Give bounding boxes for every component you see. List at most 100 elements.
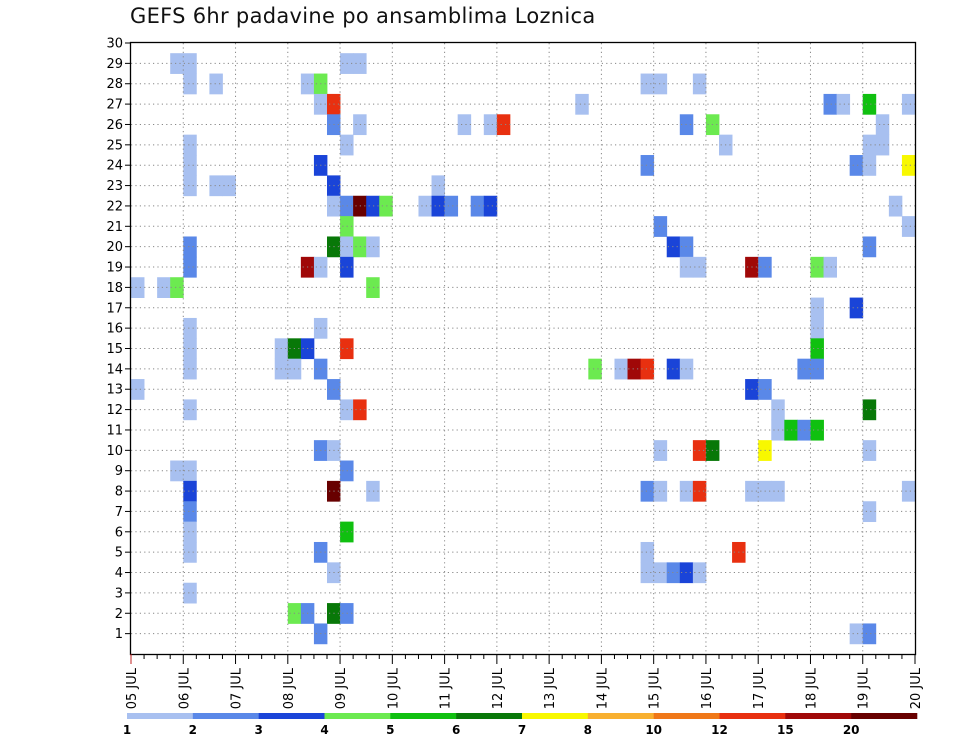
colorbar-label: 12 [711, 723, 728, 737]
precip-cell [157, 277, 171, 298]
x-tick-label: 20 JUL [909, 667, 924, 709]
precip-cell [901, 480, 916, 502]
y-tick-label: 14 [106, 362, 123, 377]
precip-cell [810, 338, 824, 360]
y-tick-label: 19 [106, 261, 123, 276]
precip-cell [379, 195, 393, 217]
colorbar-swatch [719, 713, 786, 719]
y-tick-label: 13 [106, 383, 123, 398]
y-tick-label: 25 [106, 138, 123, 153]
precip-cell [823, 256, 837, 278]
precip-cell [183, 338, 197, 360]
precip-cell [483, 114, 498, 136]
precip-cell [640, 155, 655, 176]
y-tick-label: 9 [115, 464, 123, 479]
y-tick-label: 11 [106, 423, 123, 438]
x-tick-label: 19 JUL [857, 667, 872, 709]
precip-cell [862, 501, 877, 523]
precip-cell [431, 195, 445, 217]
precip-cell [666, 562, 681, 584]
precip-cell [170, 53, 184, 74]
x-tick-label: 08 JUL [282, 667, 297, 709]
precip-cell [183, 582, 197, 604]
colorbar-label: 10 [645, 723, 662, 737]
precip-cell [222, 175, 236, 197]
x-tick-label: 09 JUL [334, 667, 349, 709]
x-tick-label: 06 JUL [177, 667, 192, 709]
y-tick-label: 20 [106, 240, 123, 255]
precip-cell [653, 216, 668, 237]
precip-cell [588, 358, 602, 380]
y-tick-label: 8 [115, 485, 123, 500]
precip-cell [640, 73, 655, 95]
precip-cell [849, 623, 864, 645]
precip-cell [183, 480, 197, 502]
precip-cell [170, 460, 184, 482]
colorbar-swatch [653, 713, 720, 719]
precip-cell [366, 236, 380, 258]
y-tick-label: 22 [106, 199, 123, 214]
precip-cell [901, 216, 916, 237]
precip-cell [366, 195, 380, 217]
colorbar-label: 4 [320, 723, 328, 737]
precip-cell [183, 501, 197, 523]
grid-layer [131, 43, 915, 654]
precip-cell [797, 419, 811, 441]
precip-cell [666, 236, 681, 258]
x-tick-label: 15 JUL [648, 667, 663, 709]
x-tick-label: 14 JUL [595, 667, 610, 709]
precip-cell [183, 256, 197, 278]
precip-cell [823, 93, 837, 115]
colorbar-swatch [192, 713, 259, 719]
y-tick-label: 1 [115, 627, 123, 642]
precip-cell [170, 277, 184, 298]
colorbar-label: 1 [123, 723, 131, 737]
precip-cell [849, 155, 864, 176]
colorbar-swatch [785, 713, 852, 719]
precip-cell [862, 93, 877, 115]
precip-cell [183, 460, 197, 482]
precip-cell [209, 175, 223, 197]
precip-cell [183, 521, 197, 543]
y-tick-label: 17 [106, 301, 123, 316]
precip-cell [862, 440, 877, 461]
precip-cell [483, 195, 498, 217]
colorbar-label: 5 [386, 723, 394, 737]
colorbar-label: 6 [452, 723, 460, 737]
precip-cell [457, 114, 472, 136]
y-tick-label: 26 [106, 118, 123, 133]
y-tick-label: 10 [106, 444, 123, 459]
colorbar-swatch [851, 713, 918, 719]
precip-cell [183, 134, 197, 156]
colorbar-label: 8 [584, 723, 592, 737]
y-tick-label: 16 [106, 322, 123, 337]
y-tick-label: 30 [106, 37, 123, 52]
chart-title: GEFS 6hr padavine po ansamblima Loznica [130, 4, 596, 28]
precip-cell [183, 155, 197, 176]
precip-cell [862, 134, 877, 156]
precip-cell [496, 114, 511, 136]
colorbar-swatch [587, 713, 654, 719]
colorbar-label: 2 [189, 723, 197, 737]
precip-cell [836, 93, 851, 115]
colorbar-label: 3 [254, 723, 262, 737]
precip-cell [666, 358, 681, 380]
colorbar-label: 15 [777, 723, 794, 737]
precip-cell [653, 440, 668, 461]
x-tick-label: 12 JUL [491, 667, 506, 709]
precip-cell [366, 480, 380, 502]
colorbar-label: 20 [843, 723, 860, 737]
colorbar: 1 2 3 4 5 6 7 8 10 12 15 20 [123, 713, 918, 737]
precip-cell [431, 175, 445, 197]
precip-cell [875, 114, 890, 136]
y-tick-label: 15 [106, 342, 123, 357]
precip-cell [640, 541, 655, 563]
precip-cell [810, 317, 824, 339]
y-tick-label: 21 [106, 220, 123, 235]
precip-cell [797, 358, 811, 380]
precip-cell [862, 155, 877, 176]
x-axis: 05 JUL 06 JUL 07 JUL 08 JUL 09 JUL 10 JUL 11 J… [125, 654, 924, 709]
precip-cell [131, 379, 145, 400]
precip-cell [862, 623, 877, 645]
